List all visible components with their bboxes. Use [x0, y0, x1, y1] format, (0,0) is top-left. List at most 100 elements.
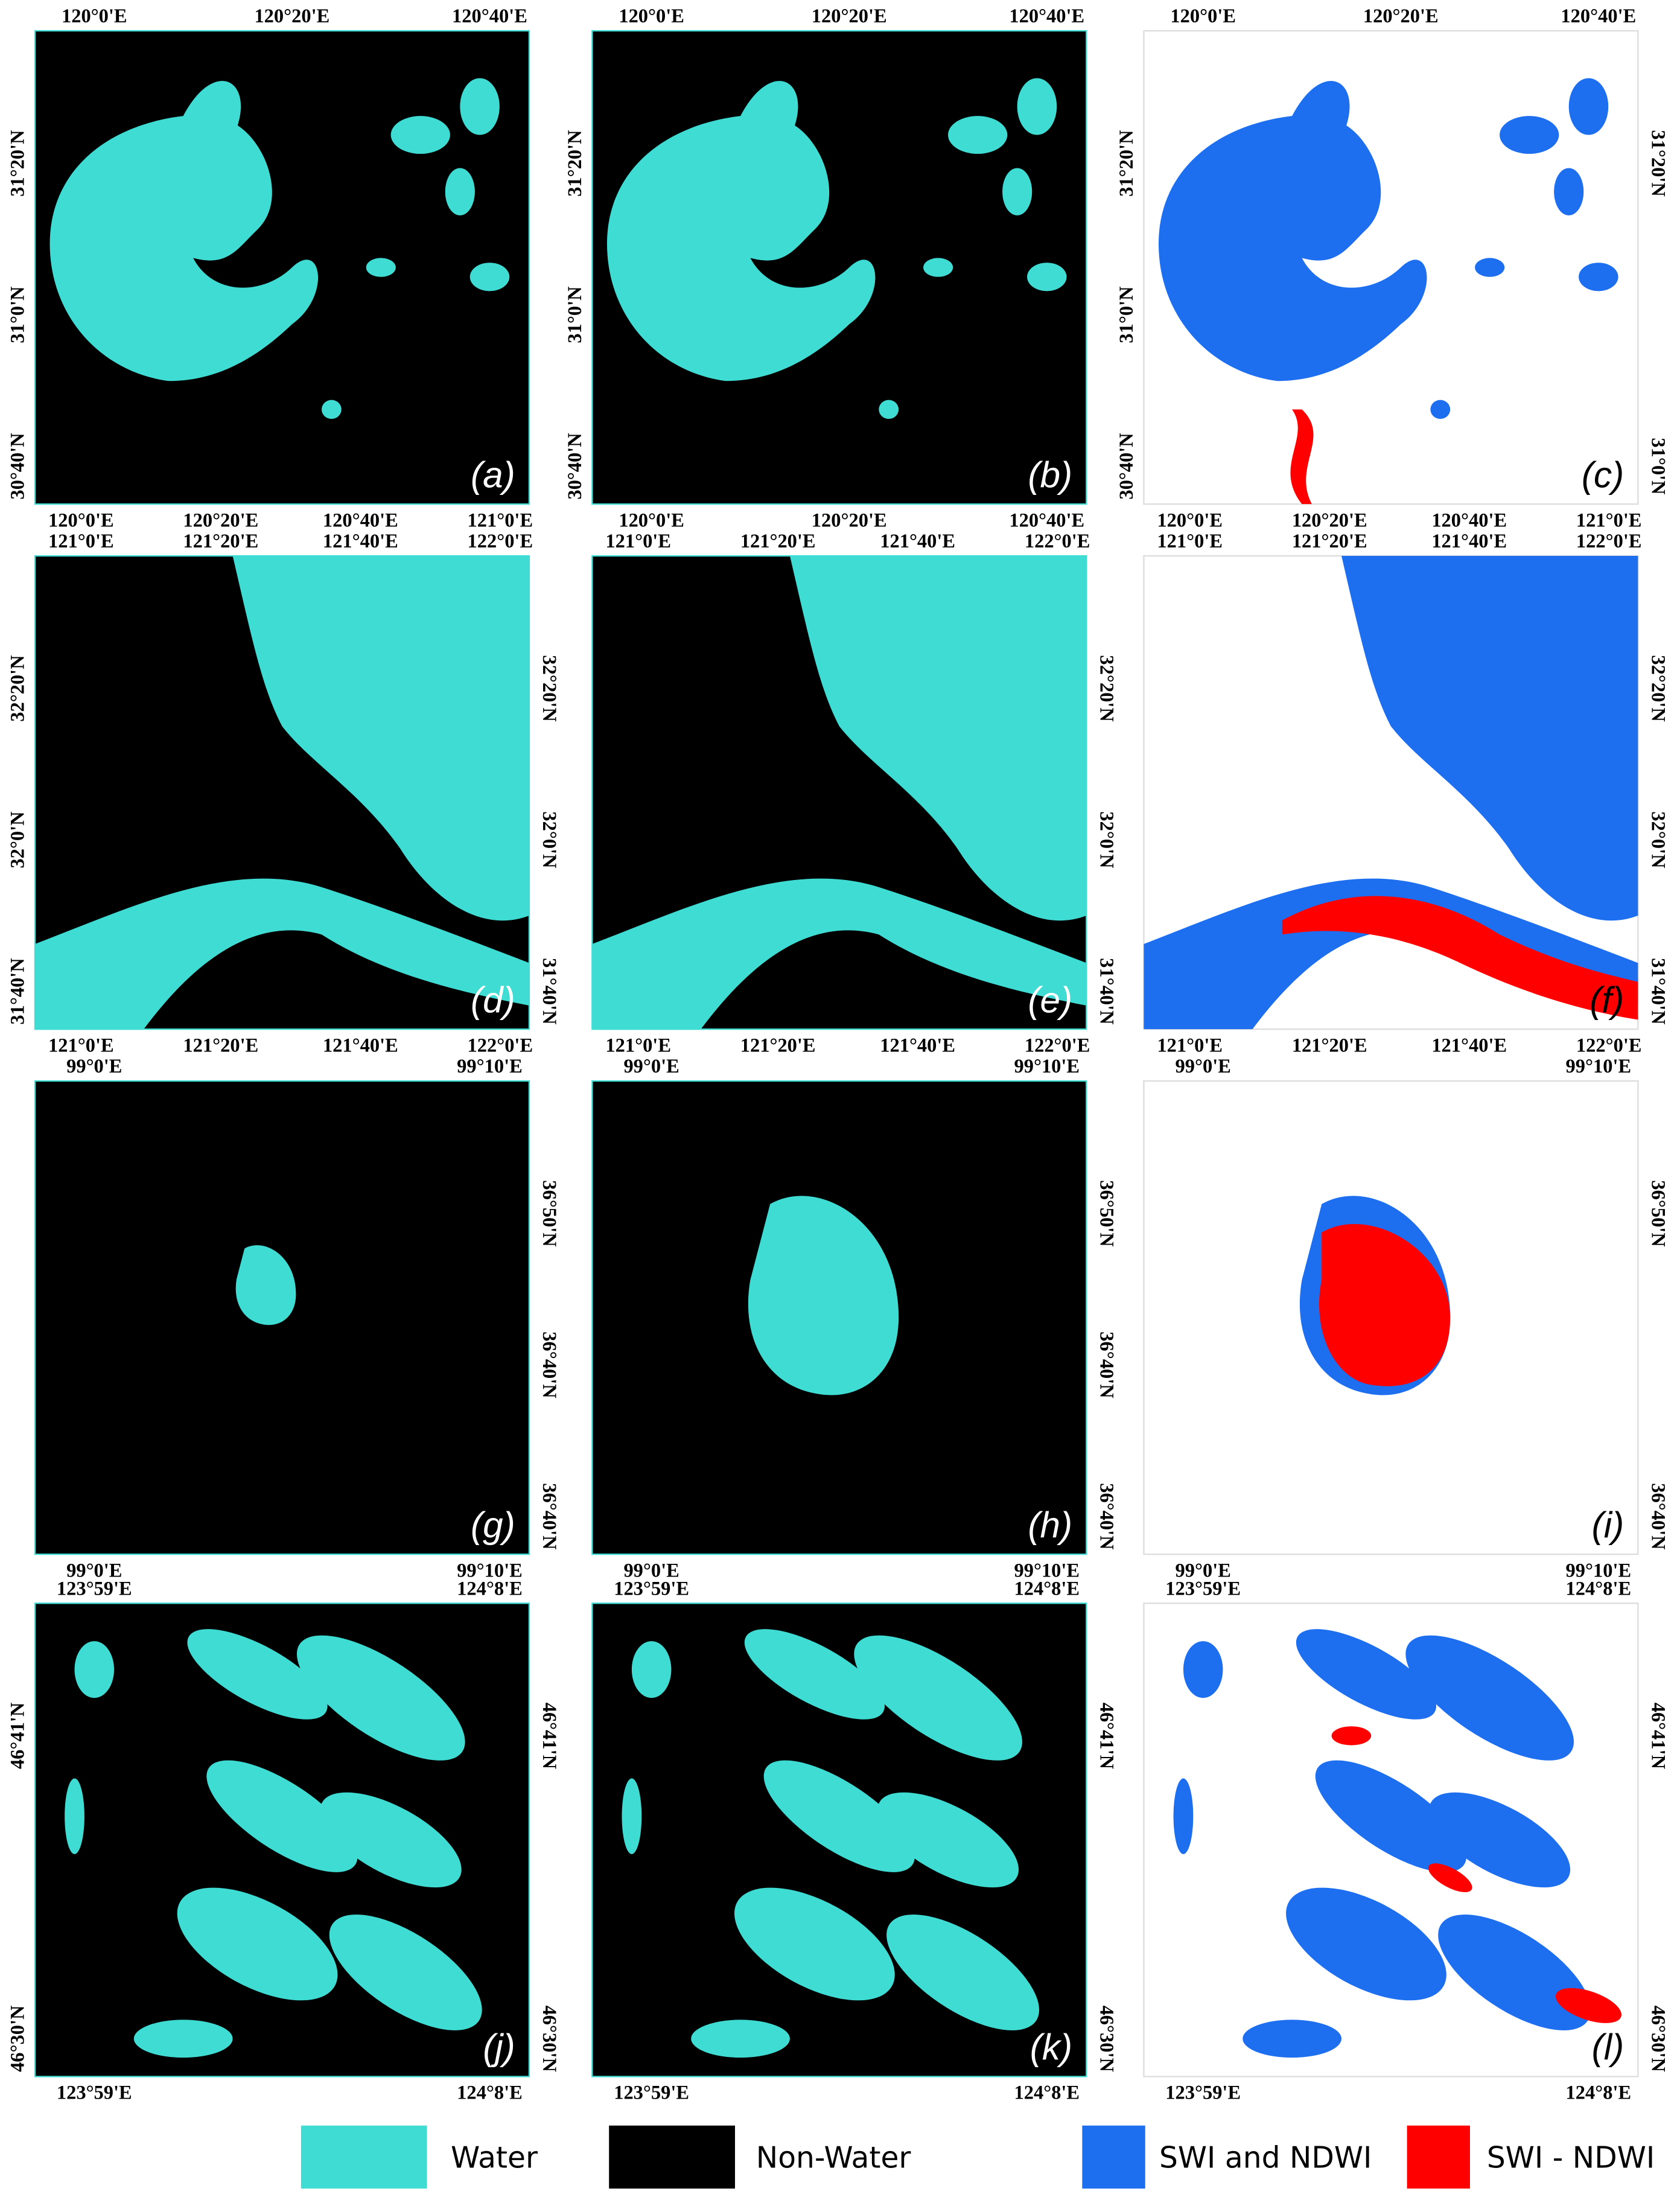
longitude-label: 99°0'E: [66, 1560, 122, 1581]
latitude-label: 31°40'N: [538, 958, 560, 1025]
longitude-label: 124°8'E: [457, 2082, 523, 2104]
latitude-label: 30°40'N: [7, 433, 28, 500]
longitude-label: 122°0'E: [468, 1035, 533, 1056]
panel-label: (h): [1028, 1504, 1072, 1545]
longitude-label: 120°0'E: [619, 5, 684, 27]
longitude-label: 121°0'E: [48, 531, 114, 552]
longitude-label: 121°0'E: [1157, 1035, 1223, 1056]
longitude-label: 121°20'E: [1292, 1035, 1367, 1056]
latitude-label: 31°20'N: [7, 130, 28, 197]
longitude-label: 120°40'E: [1561, 5, 1636, 27]
longitude-label: 120°40'E: [1009, 5, 1084, 27]
longitude-label: 99°10'E: [457, 1560, 523, 1581]
longitude-label: 122°0'E: [1576, 1035, 1642, 1056]
panel-label: (l): [1592, 2027, 1624, 2068]
longitude-label: 123°59'E: [1165, 2082, 1241, 2104]
latitude-label: 30°40'N: [1116, 433, 1138, 500]
legend: Water Non-Water SWI and NDWI SWI - NDWI: [301, 2125, 1655, 2189]
longitude-label: 120°0'E: [62, 5, 127, 27]
map-panel: (b) 120°0'E 120°20'E 120°40'E 120°0'E 120°20'…: [564, 5, 1087, 531]
latitude-label: 31°0'N: [1116, 286, 1138, 343]
longitude-label: 121°0'E: [1157, 531, 1223, 552]
longitude-label: 121°20'E: [183, 1035, 258, 1056]
latitude-label: 36°40'N: [1096, 1331, 1118, 1398]
longitude-label: 122°0'E: [468, 531, 533, 552]
latitude-label: 32°0'N: [1647, 811, 1669, 869]
legend-swatch: [609, 2125, 736, 2189]
latitude-label: 46°30'N: [1096, 2006, 1118, 2073]
latitude-label: 46°41'N: [538, 1703, 560, 1770]
longitude-label: 122°0'E: [1025, 531, 1090, 552]
legend-swatch: [1082, 2125, 1145, 2189]
longitude-label: 121°40'E: [880, 1035, 955, 1056]
longitude-label: 121°40'E: [323, 531, 398, 552]
longitude-label: 120°0'E: [48, 509, 114, 531]
latitude-label: 46°30'N: [7, 2005, 28, 2072]
longitude-label: 123°59'E: [57, 1578, 132, 1599]
longitude-label: 120°20'E: [183, 509, 258, 531]
longitude-label: 123°59'E: [614, 1578, 689, 1599]
panel-label: (g): [471, 1504, 515, 1545]
latitude-label: 36°40'N: [1096, 1483, 1118, 1550]
longitude-label: 120°40'E: [452, 5, 527, 27]
map-panel: (l) 123°59'E 124°8'E 123°59'E 124°8'E 46°41'N…: [1143, 1578, 1669, 2104]
latitude-label: 32°0'N: [538, 811, 560, 869]
longitude-label: 121°0'E: [468, 509, 533, 531]
panel-label: (a): [471, 454, 515, 495]
longitude-label: 121°0'E: [1576, 509, 1642, 531]
panel-label: (d): [471, 979, 515, 1020]
longitude-label: 121°40'E: [323, 1035, 398, 1056]
map-panel: (c) 120°0'E 120°20'E 120°40'E 120°0'E 120°20'…: [1116, 5, 1669, 531]
latitude-label: 31°40'N: [1647, 958, 1669, 1025]
panel-label: (b): [1028, 454, 1072, 495]
longitude-label: 99°10'E: [457, 1056, 523, 1077]
map-panel: (a) 120°0'E 120°20'E 120°40'E 120°0'E 120°20'…: [7, 5, 533, 531]
panel-label: (k): [1030, 2027, 1072, 2068]
latitude-label: 32°20'N: [538, 655, 560, 722]
legend-label: SWI - NDWI: [1487, 2141, 1655, 2175]
longitude-label: 123°59'E: [614, 2082, 689, 2104]
longitude-label: 123°59'E: [1165, 1578, 1241, 1599]
latitude-label: 31°20'N: [564, 130, 586, 197]
longitude-label: 124°8'E: [1014, 2082, 1080, 2104]
longitude-label: 99°10'E: [1014, 1560, 1080, 1581]
latitude-label: 36°50'N: [1647, 1180, 1669, 1247]
longitude-label: 120°0'E: [1157, 509, 1223, 531]
map-panel: (g) 99°0'E 99°10'E 99°0'E 99°10'E 36°50'N 36°4…: [34, 1056, 560, 1581]
latitude-label: 46°41'N: [7, 1702, 28, 1769]
latitude-label: 31°0'N: [564, 286, 586, 343]
longitude-label: 120°0'E: [619, 509, 684, 531]
longitude-label: 121°0'E: [48, 1035, 114, 1056]
latitude-label: 31°40'N: [7, 958, 28, 1025]
latitude-label: 46°41'N: [1096, 1703, 1118, 1770]
longitude-label: 121°40'E: [1431, 531, 1507, 552]
panels: (a) 120°0'E 120°20'E 120°40'E 120°0'E 120°20'…: [7, 5, 1669, 2104]
latitude-label: 32°0'N: [7, 811, 28, 869]
latitude-label: 32°0'N: [1096, 811, 1118, 869]
latitude-label: 30°40'N: [564, 433, 586, 500]
legend-label: Non-Water: [756, 2141, 912, 2175]
longitude-label: 121°20'E: [740, 531, 816, 552]
longitude-label: 123°59'E: [57, 2082, 132, 2104]
latitude-label: 46°30'N: [1647, 2006, 1669, 2073]
longitude-label: 120°20'E: [812, 5, 887, 27]
longitude-label: 124°8'E: [1014, 1578, 1080, 1599]
map-panel: (k) 123°59'E 124°8'E 123°59'E 124°8'E 46°41'N…: [591, 1578, 1118, 2104]
longitude-label: 99°10'E: [1014, 1056, 1080, 1077]
longitude-label: 120°40'E: [1009, 509, 1084, 531]
latitude-label: 32°20'N: [1647, 655, 1669, 722]
latitude-label: 32°20'N: [7, 655, 28, 722]
legend-swatch: [301, 2125, 427, 2189]
panel-label: (j): [483, 2027, 515, 2068]
longitude-label: 121°40'E: [1431, 1035, 1507, 1056]
latitude-label: 36°50'N: [1096, 1180, 1118, 1247]
longitude-label: 99°0'E: [623, 1056, 679, 1077]
longitude-label: 120°20'E: [254, 5, 329, 27]
longitude-label: 120°0'E: [1170, 5, 1236, 27]
panel-label: (e): [1028, 979, 1072, 1020]
longitude-label: 99°0'E: [623, 1560, 679, 1581]
map-panel: (i) 99°0'E 99°10'E 99°0'E 99°10'E 36°50'N 36°4…: [1143, 1056, 1669, 1581]
legend-label: Water: [451, 2141, 538, 2175]
